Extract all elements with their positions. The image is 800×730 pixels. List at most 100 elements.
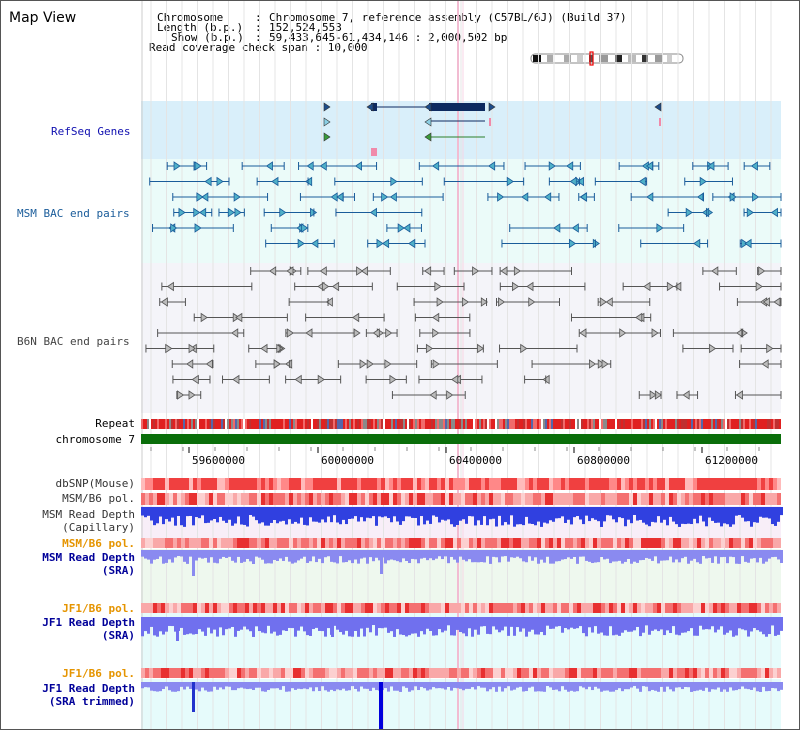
jf1-depth-sra-bar	[780, 617, 783, 631]
msm-depth-cap-bar	[510, 507, 513, 516]
jf1-depth-trim-bar	[633, 682, 636, 687]
msm-pol2-seg	[737, 538, 741, 548]
jf1-pol-seg	[441, 603, 445, 613]
jf1-pol2-seg	[437, 668, 441, 678]
msm-depth-cap-bar	[285, 507, 288, 525]
msm-bac-label[interactable]: MSM BAC end pairs	[17, 207, 130, 220]
chromosome-track-label[interactable]: chromosome 7	[55, 433, 135, 446]
refseq-genes-label[interactable]: RefSeq Genes	[51, 125, 131, 138]
b6n-bac-end	[186, 359, 194, 369]
msm-depth-sra-bar	[150, 550, 153, 564]
dbsnp-seg	[597, 478, 601, 490]
msm-depth-cap-bar	[297, 507, 300, 524]
jf1-pol2-seg	[621, 668, 625, 678]
jf1-depth-trim-label[interactable]: JF1 Read Depth (SRA trimmed)	[42, 682, 135, 708]
msm-depth-sra-bar	[597, 550, 600, 563]
msm-depth-cap-bar	[759, 507, 762, 517]
msm-depth-cap-bar	[465, 507, 468, 524]
msm-depth-cap-bar	[156, 507, 159, 524]
jf1-depth-trim-bar	[243, 682, 246, 689]
jf1-depth-sra-bar	[141, 617, 144, 637]
msm-pol2-seg	[561, 538, 565, 548]
msm-pol2-seg	[469, 538, 473, 548]
msm-pol-seg	[333, 493, 337, 505]
dbsnp-seg	[473, 478, 477, 490]
msm-depth-sra-bar	[657, 550, 660, 564]
repeat-label[interactable]: Repeat	[95, 417, 135, 430]
jf1-depth-sra-label[interactable]: JF1 Read Depth (SRA)	[42, 616, 135, 642]
dbsnp-seg	[149, 478, 153, 490]
jf1-depth-sra-bar	[336, 617, 339, 630]
msm-bac-end	[271, 176, 279, 187]
msm-pol-seg	[613, 493, 617, 505]
msm-pol-seg	[365, 493, 369, 505]
msm-pol2-seg	[181, 538, 185, 548]
repeat-seg	[607, 419, 609, 429]
msm-bac-end	[770, 207, 778, 218]
jf1-depth-sra-bar	[441, 617, 444, 633]
msm-depth-cap-bar	[294, 507, 297, 522]
jf1-pol-seg	[177, 603, 181, 613]
msm-depth-cap-bar	[276, 507, 279, 524]
repeat-seg	[629, 419, 631, 429]
repeat-seg	[663, 419, 665, 429]
jf1-pol2-seg	[457, 668, 461, 678]
b6n-bac-label[interactable]: B6N BAC end pairs	[17, 335, 130, 348]
msm-pol-seg	[209, 493, 213, 505]
repeat-seg	[179, 419, 181, 429]
repeat-seg	[335, 419, 337, 429]
jf1-depth-trim-bar	[618, 682, 621, 689]
msm-pol-seg	[741, 493, 745, 505]
msm-depth-sra-bar	[558, 550, 561, 562]
jf1-depth-trim-bar	[147, 682, 150, 688]
jf1-pol2-seg	[525, 668, 529, 678]
jf1-depth-sra-bar-spike	[331, 617, 334, 637]
repeat-seg	[265, 419, 267, 429]
msm-pol2-seg	[577, 538, 581, 548]
msm-depth-sra-label[interactable]: MSM Read Depth (SRA)	[42, 551, 135, 577]
jf1-pol2-seg	[697, 668, 701, 678]
jf1-depth-trim-bar	[723, 682, 726, 690]
b6n-bac-end	[735, 390, 743, 400]
jf1-pol2-seg	[425, 668, 429, 678]
dbsnp-label[interactable]: dbSNP(Mouse)	[55, 477, 135, 490]
jf1-depth-trim-bar	[726, 682, 729, 692]
repeat-seg	[395, 419, 397, 429]
msm-pol2-seg	[693, 538, 697, 548]
msm-b6-pol-2-label[interactable]: MSM/B6 pol.	[62, 537, 135, 550]
msm-pol2-seg	[453, 538, 457, 548]
repeat-seg	[689, 419, 691, 429]
jf1-b6-pol-1-label[interactable]: JF1/B6 pol.	[62, 602, 135, 615]
msm-depth-cap-bar	[489, 507, 492, 520]
dbsnp-seg	[177, 478, 181, 490]
msm-depth-sra-bar	[528, 550, 531, 557]
msm-pol-seg	[729, 493, 733, 505]
msm-depth-cap-bar	[711, 507, 714, 521]
jf1-pol2-seg	[293, 668, 297, 678]
jf1-depth-trim-bar	[642, 682, 645, 687]
jf1-depth-sra-bar	[645, 617, 648, 626]
msm-depth-sra-bar	[297, 550, 300, 561]
msm-bac-end	[548, 161, 556, 171]
repeat-seg	[233, 419, 235, 429]
jf1-b6-pol-2-label[interactable]: JF1/B6 pol.	[62, 667, 135, 680]
repeat-seg	[357, 419, 359, 429]
jf1-pol2-seg	[597, 668, 601, 678]
b6n-bac-end	[286, 266, 294, 276]
msm-depth-cap-bar	[495, 507, 498, 527]
dbsnp-seg	[661, 478, 665, 490]
jf1-depth-trim-bar	[471, 682, 474, 688]
jf1-pol2-seg	[565, 668, 569, 678]
msm-bac-end	[193, 207, 201, 218]
jf1-depth-trim-bar	[174, 682, 177, 692]
jf1-depth-trim-bar	[342, 682, 345, 689]
msm-pol-seg	[617, 493, 621, 505]
msm-b6-pol-1-label[interactable]: MSM/B6 pol.	[62, 492, 135, 505]
chromosome-value: Chromosome 7, reference assembly (C57BL/…	[269, 11, 627, 24]
jf1-depth-sra-bar	[363, 617, 366, 637]
repeat-seg	[445, 419, 447, 429]
msm-depth-cap-bar	[522, 507, 525, 526]
jf1-depth-sra-bar	[549, 617, 552, 629]
msm-depth-cap-label[interactable]: MSM Read Depth (Capillary)	[42, 508, 135, 534]
